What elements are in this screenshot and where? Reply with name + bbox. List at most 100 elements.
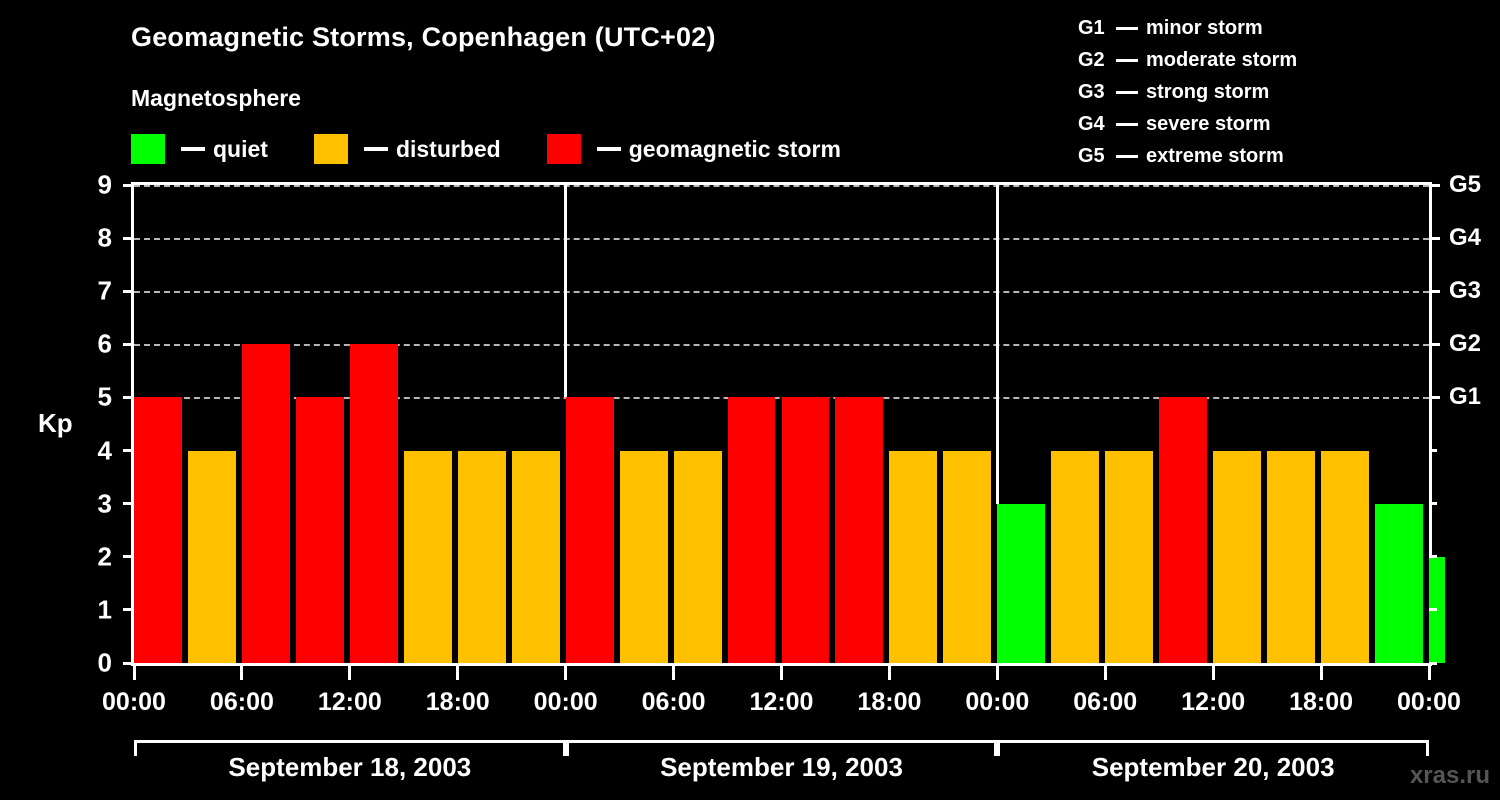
y-axis-tick	[123, 608, 134, 612]
g-scale-label: moderate storm	[1146, 49, 1298, 71]
gridline-kp-9	[134, 185, 1429, 187]
g-axis-tick-label-g2: G2	[1449, 330, 1482, 358]
y-axis-tick	[123, 555, 134, 559]
bar-kp	[403, 450, 452, 663]
g-scale-dash-icon	[1116, 122, 1138, 126]
x-axis-tick-label: 12:00	[317, 688, 382, 716]
x-axis-tick-label: 00:00	[102, 688, 166, 716]
x-axis-tick	[348, 666, 352, 680]
y-axis-tick-label: 3	[97, 488, 112, 519]
x-axis-tick-label: 06:00	[641, 688, 706, 716]
x-axis-tick-label: 00:00	[965, 688, 1030, 716]
bar-kp	[134, 397, 182, 663]
x-axis-tick-label: 06:00	[209, 688, 274, 716]
color-legend: quiet disturbed geomagnetic storm	[131, 134, 887, 164]
bar-kp	[1267, 450, 1316, 663]
bar-kp	[997, 503, 1046, 663]
x-axis-tick-label: 18:00	[857, 688, 922, 716]
x-axis-tick	[1319, 666, 1323, 680]
gridline-kp-6	[134, 344, 1429, 347]
bar-kp	[457, 450, 506, 663]
legend-dash-icon	[181, 147, 205, 151]
y-axis-tick	[123, 289, 134, 293]
bar-kp	[619, 450, 668, 663]
legend-entry-disturbed: disturbed	[313, 134, 501, 164]
y-axis-tick-label: 0	[97, 647, 112, 678]
day-bracket	[565, 740, 998, 756]
g-scale-dash-icon	[1116, 58, 1138, 62]
legend-dash-icon	[596, 147, 621, 151]
bar-kp	[241, 344, 290, 663]
x-axis-tick	[132, 666, 136, 680]
legend-entry-quiet: quiet	[131, 134, 268, 164]
g-scale-code: G2	[1078, 49, 1105, 71]
g-scale-code: G1	[1078, 17, 1105, 39]
x-axis-tick-label: 06:00	[1073, 688, 1138, 716]
g-axis-minor-tick	[1429, 502, 1437, 506]
legend-swatch-quiet-icon	[131, 134, 165, 164]
x-axis-tick	[780, 666, 783, 680]
g-axis-tick-label-g4: G4	[1449, 224, 1482, 252]
bar-kp	[727, 397, 776, 663]
day-label: September 19, 2003	[660, 752, 903, 782]
y-axis-tick-label: 2	[97, 541, 112, 572]
y-axis-tick-label: 4	[97, 435, 112, 466]
gridline-kp-8	[134, 238, 1429, 241]
bar-kp	[295, 397, 344, 663]
legend-dash-icon	[363, 147, 388, 151]
plot-area	[134, 185, 1445, 663]
g-axis-minor-tick	[1429, 661, 1437, 665]
x-axis-tick	[887, 666, 891, 680]
bar-kp	[1321, 450, 1370, 663]
bar-kp	[511, 450, 560, 663]
x-axis-tick	[995, 666, 999, 680]
g-scale-row-g3: G3 strong storm	[1078, 76, 1297, 108]
y-axis-tick-label: 6	[97, 328, 112, 359]
x-axis-tick-label: 00:00	[533, 688, 598, 716]
y-axis-tick-label: 5	[97, 381, 112, 412]
bar-kp	[673, 450, 722, 663]
y-axis-title: Kp	[38, 408, 73, 438]
x-axis-tick	[564, 666, 568, 680]
g-scale-dash-icon	[1116, 154, 1138, 158]
g-scale-code: G3	[1078, 81, 1105, 103]
g-scale-row-g2: G2 moderate storm	[1078, 44, 1297, 76]
x-axis-tick	[672, 666, 676, 680]
legend-entry-storm: geomagnetic storm	[546, 134, 841, 164]
legend-swatch-disturbed-icon	[313, 134, 348, 164]
x-axis-tick	[240, 666, 244, 680]
g-axis-tick	[1429, 395, 1440, 399]
g-axis-minor-tick	[1429, 608, 1437, 612]
bar-kp	[1159, 397, 1208, 663]
g-axis-tick-label-g5: G5	[1449, 171, 1482, 198]
g-axis-tick-label-g3: G3	[1449, 277, 1482, 305]
g-scale-dash-icon	[1116, 90, 1138, 94]
g-scale-label: strong storm	[1146, 81, 1270, 103]
legend-label-quiet: quiet	[213, 135, 268, 162]
g-scale-row-g1: G1 minor storm	[1078, 12, 1297, 44]
watermark: xras.ru	[1409, 762, 1490, 789]
section-label: Magnetosphere	[131, 85, 301, 111]
y-axis-tick-label: 9	[97, 169, 112, 200]
bar-kp	[187, 450, 236, 663]
day-separator-line	[995, 185, 999, 504]
y-axis-tick	[123, 449, 134, 453]
day-separator-line	[564, 185, 568, 398]
legend-label-storm: geomagnetic storm	[628, 135, 841, 162]
y-axis-tick	[123, 395, 134, 399]
gridline-kp-7	[134, 291, 1429, 294]
g-scale-code: G4	[1078, 113, 1105, 135]
legend-label-disturbed: disturbed	[395, 135, 501, 162]
x-axis-tick-label: 00:00	[1397, 688, 1461, 716]
g-scale-dash-icon	[1116, 26, 1138, 30]
y-axis-tick	[123, 661, 134, 665]
g-axis-tick-label-g1: G1	[1449, 383, 1482, 411]
x-axis-tick	[1211, 666, 1215, 680]
x-axis-tick	[1103, 666, 1107, 680]
bar-kp	[1051, 450, 1100, 663]
bar-kp	[1375, 503, 1423, 663]
y-axis-tick-label: 8	[97, 222, 112, 253]
g-scale-label: severe storm	[1146, 113, 1271, 135]
legend-swatch-storm-icon	[546, 134, 581, 164]
g-scale-code: G5	[1078, 145, 1105, 167]
